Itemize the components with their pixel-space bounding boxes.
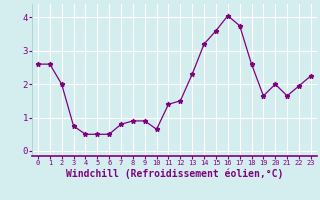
X-axis label: Windchill (Refroidissement éolien,°C): Windchill (Refroidissement éolien,°C) <box>66 169 283 179</box>
